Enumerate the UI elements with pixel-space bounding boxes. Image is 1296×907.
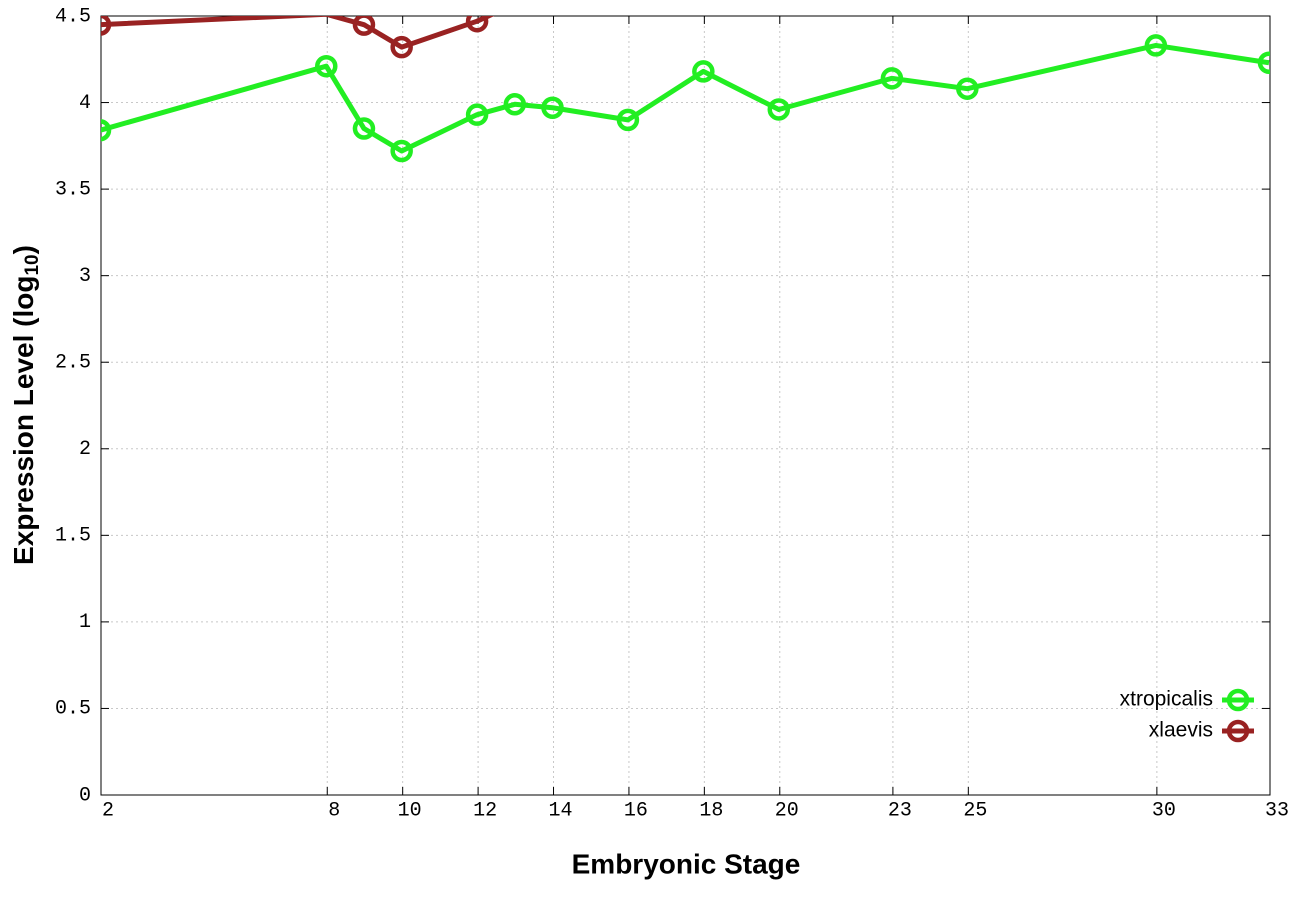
y-axis-title-close: ) [8,245,39,254]
data-point [101,16,112,36]
x-tick-label: 8 [328,799,340,822]
data-point [465,103,489,126]
series-line [101,42,1270,154]
y-tick-label: 1.5 [55,525,91,548]
legend-label: xlaevis [1149,719,1213,742]
x-tick-label: 25 [963,799,987,822]
data-point [616,108,640,132]
x-axis-title: Embryonic Stage [572,848,801,879]
series-line [101,16,495,50]
data-point [315,54,338,78]
data-point [352,117,376,140]
data-point [692,60,715,83]
legend-marker [1226,688,1250,712]
x-tick-label: 2 [102,799,114,822]
y-tick-label: 2 [79,438,91,461]
y-axis-title-text: Expression Level (log [8,276,39,565]
legend-marker [1226,719,1250,743]
data-point [390,35,413,59]
data-point [880,67,904,90]
legend: xtropicalis xlaevis [1120,688,1254,743]
y-tick-label: 2.5 [55,352,91,375]
y-tick-label: 1 [79,611,91,634]
y-tick-label: 4.5 [55,5,91,28]
data-point [767,98,791,121]
y-tick-label: 4 [79,92,91,115]
x-tick-label: 23 [888,799,912,822]
y-tick-label: 0 [79,784,91,807]
y-tick-label: 3.5 [55,178,91,201]
x-tick-label: 14 [549,799,573,822]
x-tick-label: 10 [398,799,422,822]
x-tick-label: 18 [699,799,723,822]
data-point [956,77,979,100]
data-point [352,16,376,36]
data-point [503,93,527,116]
y-tick-label: 3 [79,265,91,288]
data-point [465,16,489,33]
data-point [390,139,413,163]
plot-area [101,16,1270,163]
y-tick-label: 0.5 [55,698,91,721]
data-point [1257,51,1270,74]
data-point [541,96,564,119]
y-axis-title: Expression Level (log10) [8,245,43,565]
x-tick-label: 12 [473,799,497,822]
legend-label: xtropicalis [1120,688,1213,711]
data-point [1144,34,1168,57]
x-tick-label: 20 [775,799,799,822]
x-tick-label: 16 [624,799,648,822]
y-axis-title-subscript: 10 [22,254,43,275]
x-tick-label: 30 [1152,799,1176,822]
plot-frame [100,15,1271,796]
x-tick-label: 33 [1265,799,1289,822]
data-point [101,119,112,142]
